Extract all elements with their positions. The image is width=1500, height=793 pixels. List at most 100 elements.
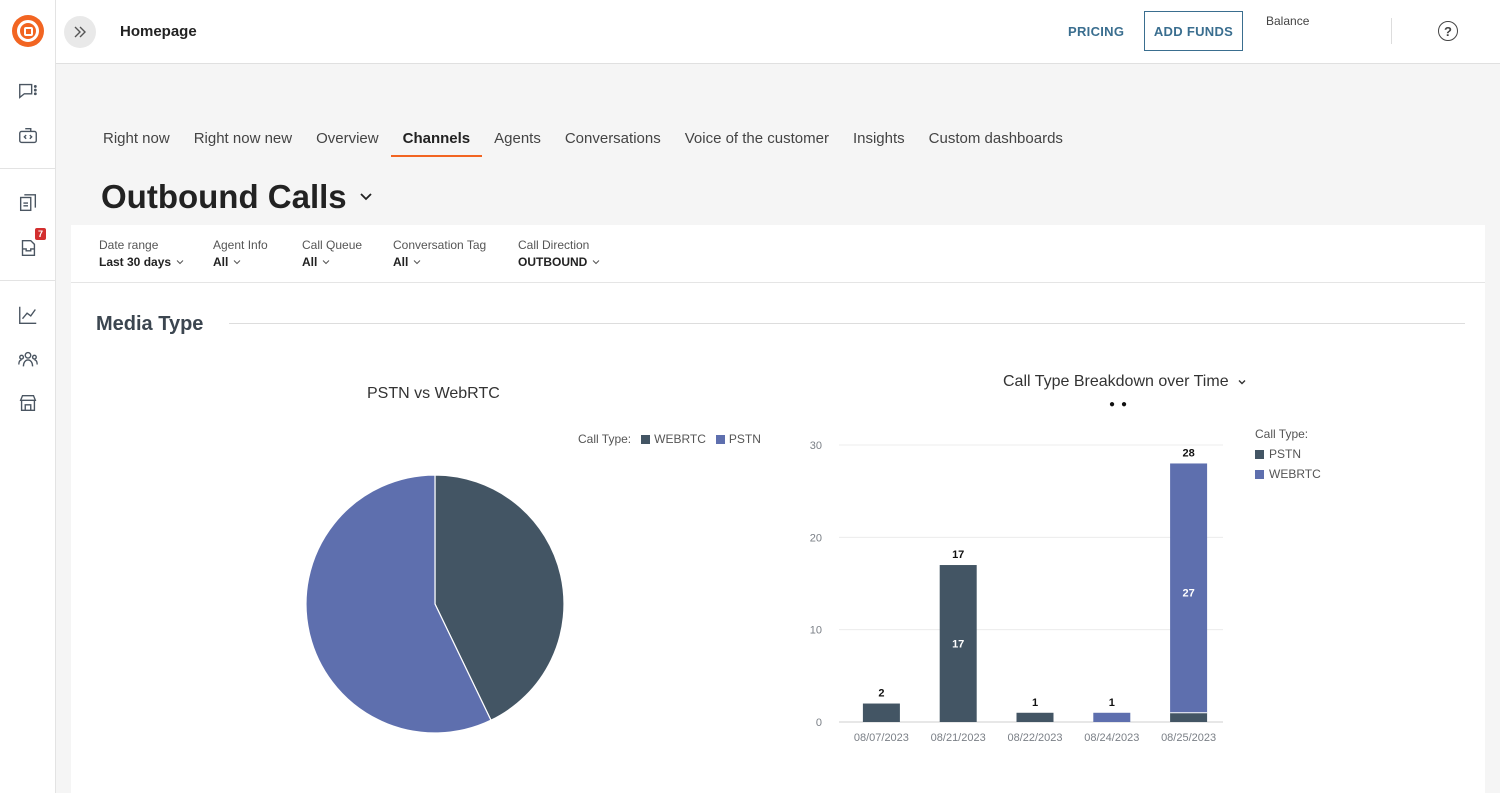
bar-inner-label: 27 bbox=[1182, 588, 1194, 600]
chevron-down-icon bbox=[413, 260, 421, 265]
x-tick-label: 08/25/2023 bbox=[1161, 732, 1216, 744]
tab-overview[interactable]: Overview bbox=[316, 130, 379, 147]
legend-swatch-pstn-color bbox=[641, 434, 651, 444]
y-tick-label: 10 bbox=[810, 625, 822, 637]
notification-badge: 7 bbox=[34, 228, 46, 240]
legend-title: Call Type: bbox=[1255, 427, 1309, 441]
filter-value: All bbox=[302, 255, 318, 269]
tab-channels[interactable]: Channels bbox=[390, 130, 482, 157]
legend-title: Call Type: bbox=[578, 432, 632, 446]
store-icon[interactable] bbox=[14, 389, 42, 417]
app-logo[interactable] bbox=[12, 15, 44, 47]
dashboard-tabs: Right now Right now new Overview Channels Ag… bbox=[103, 130, 1087, 157]
analytics-icon[interactable] bbox=[14, 301, 42, 329]
bar-segment-webrtc[interactable] bbox=[1170, 463, 1208, 713]
pie-slice-webrtc[interactable] bbox=[305, 474, 492, 734]
filter-agent-info[interactable]: Agent Info All bbox=[213, 238, 268, 269]
bar-segment-webrtc[interactable] bbox=[1093, 712, 1131, 722]
page-title-text: Outbound Calls bbox=[101, 178, 347, 215]
balance-label: Balance bbox=[1266, 14, 1310, 28]
tab-conversations[interactable]: Conversations bbox=[564, 130, 661, 147]
tab-custom-dashboards[interactable]: Custom dashboards bbox=[928, 130, 1063, 147]
bar-total-label: 1 bbox=[1032, 697, 1038, 709]
pricing-link[interactable]: PRICING bbox=[1068, 24, 1125, 39]
bar-segment-pstn[interactable] bbox=[862, 703, 900, 722]
filter-value: OUTBOUND bbox=[518, 255, 588, 269]
inbox-icon[interactable]: 7 bbox=[14, 228, 46, 262]
y-tick-label: 0 bbox=[816, 717, 822, 729]
breadcrumb: Homepage bbox=[120, 23, 197, 40]
filter-value: All bbox=[213, 255, 229, 269]
x-tick-label: 08/07/2023 bbox=[854, 732, 909, 744]
filter-value: All bbox=[393, 255, 409, 269]
bar-segment-pstn[interactable] bbox=[1170, 712, 1208, 722]
legend-entry[interactable]: PSTN bbox=[1269, 447, 1302, 461]
filter-call-queue[interactable]: Call Queue All bbox=[302, 238, 362, 269]
x-tick-label: 08/22/2023 bbox=[1007, 732, 1062, 744]
filter-label: Call Queue bbox=[302, 238, 363, 252]
team-icon[interactable] bbox=[14, 345, 42, 373]
filter-call-direction[interactable]: Call Direction OUTBOUND bbox=[518, 238, 600, 269]
dashboard-card: Date range Last 30 days Agent Info All C… bbox=[71, 225, 1485, 793]
legend-swatch-webrtc-color bbox=[1255, 469, 1264, 479]
pie-chart-title: PSTN vs WebRTC bbox=[367, 385, 500, 402]
x-tick-label: 08/24/2023 bbox=[1084, 732, 1139, 744]
tab-agents[interactable]: Agents bbox=[494, 130, 541, 147]
section-title: Media Type bbox=[96, 313, 204, 335]
chat-icon[interactable] bbox=[14, 77, 42, 105]
filter-label: Agent Info bbox=[213, 238, 268, 252]
code-box-icon[interactable] bbox=[14, 122, 42, 150]
bar-segment-pstn[interactable] bbox=[1016, 712, 1054, 722]
bar-total-label: 1 bbox=[1109, 697, 1115, 709]
chevron-down-icon bbox=[1238, 380, 1246, 385]
filter-label: Date range bbox=[99, 238, 159, 252]
bar-chart-title[interactable]: Call Type Breakdown over Time bbox=[1003, 373, 1247, 391]
tab-voice-of-the-customer[interactable]: Voice of the customer bbox=[684, 130, 829, 147]
section-divider bbox=[229, 323, 1465, 324]
bar-segment-pstn[interactable] bbox=[939, 565, 977, 722]
left-sidebar: 7 bbox=[0, 0, 56, 793]
sidebar-divider bbox=[0, 168, 55, 169]
filter-label: Call Direction bbox=[518, 238, 590, 252]
legend-swatch-webrtc-color bbox=[715, 434, 725, 444]
bar-chart: 0 10 20 30 2 08/07/2023 17 17 08/21/2023 1 08/22/2… bbox=[810, 440, 1223, 744]
legend-entry[interactable]: PSTN bbox=[728, 432, 761, 446]
filter-conversation-tag[interactable]: Conversation Tag All bbox=[393, 238, 486, 269]
bar-inner-label: 17 bbox=[952, 639, 964, 651]
chevron-down-icon bbox=[360, 193, 372, 201]
bar-chart-title-text: Call Type Breakdown over Time bbox=[1003, 373, 1229, 390]
double-chevron-right-icon bbox=[74, 26, 86, 38]
pie-slice-pstn[interactable] bbox=[434, 474, 565, 722]
pagination-dots[interactable]: ●● bbox=[1109, 399, 1134, 410]
legend-entry[interactable]: WEBRTC bbox=[654, 432, 706, 446]
y-tick-label: 30 bbox=[810, 440, 822, 452]
tab-right-now[interactable]: Right now bbox=[103, 130, 170, 147]
expand-sidebar-button[interactable] bbox=[64, 16, 96, 48]
bar-total-label: 17 bbox=[952, 549, 964, 561]
legend-entry[interactable]: WEBRTC bbox=[1269, 467, 1321, 481]
top-bar: Homepage PRICING ADD FUNDS Balance ? bbox=[56, 0, 1500, 64]
page-title[interactable]: Outbound Calls bbox=[101, 178, 373, 216]
chevron-down-icon bbox=[322, 260, 330, 265]
topbar-divider bbox=[1391, 18, 1392, 44]
filter-value: Last 30 days bbox=[99, 255, 172, 269]
help-icon[interactable]: ? bbox=[1438, 21, 1458, 41]
chevron-down-icon bbox=[176, 260, 184, 265]
filter-bar: Date range Last 30 days Agent Info All C… bbox=[71, 225, 1485, 283]
bar-legend: Call Type: PSTN WEBRTC bbox=[1255, 427, 1321, 481]
add-funds-button[interactable]: ADD FUNDS bbox=[1144, 11, 1243, 51]
bar-total-label: 2 bbox=[878, 688, 884, 700]
chevron-down-icon bbox=[233, 260, 241, 265]
legend-swatch-pstn-color bbox=[1255, 449, 1264, 459]
tab-right-now-new[interactable]: Right now new bbox=[193, 130, 293, 147]
filter-label: Conversation Tag bbox=[393, 238, 487, 252]
docs-icon[interactable] bbox=[14, 189, 42, 217]
x-tick-label: 08/21/2023 bbox=[931, 732, 986, 744]
y-tick-label: 20 bbox=[810, 532, 822, 544]
pie-chart bbox=[305, 474, 565, 734]
bar-total-label: 28 bbox=[1182, 447, 1194, 459]
chevron-down-icon bbox=[592, 260, 600, 265]
filter-date-range[interactable]: Date range Last 30 days bbox=[99, 238, 184, 269]
sidebar-divider bbox=[0, 280, 55, 281]
tab-insights[interactable]: Insights bbox=[852, 130, 905, 147]
